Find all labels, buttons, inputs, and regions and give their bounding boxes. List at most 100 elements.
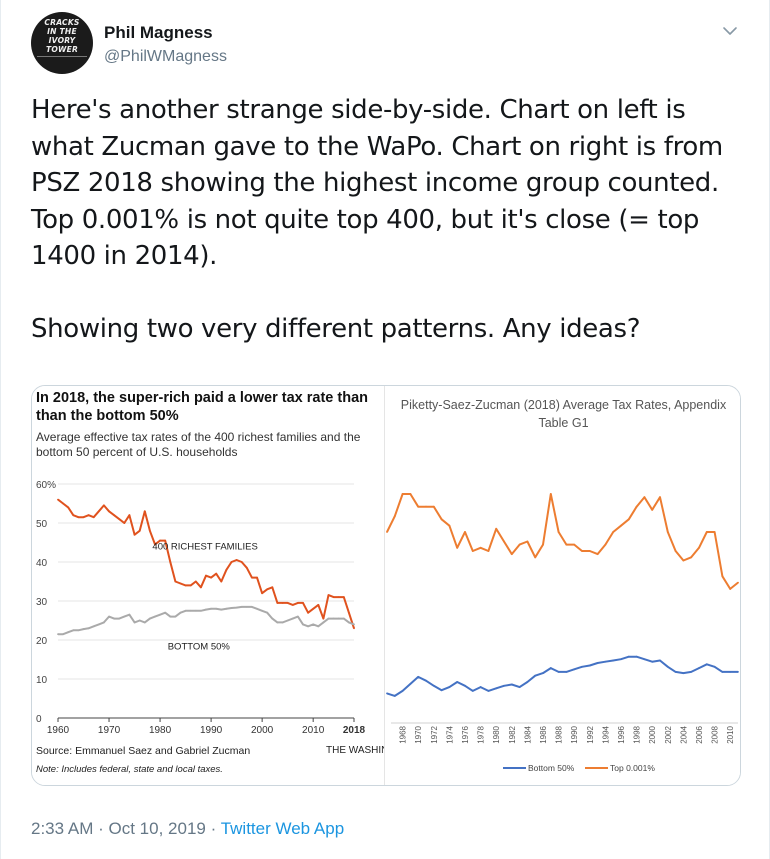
x-tick-label: 1986 xyxy=(539,725,548,743)
legend-label-top-0001: Top 0.001% xyxy=(610,763,655,773)
data-point xyxy=(705,531,708,533)
data-point xyxy=(549,667,552,669)
x-tick-label: 1994 xyxy=(601,725,610,743)
data-point xyxy=(154,543,156,546)
data-point xyxy=(332,596,335,598)
chevron-down-icon[interactable] xyxy=(717,18,743,44)
data-point xyxy=(448,524,451,527)
data-point xyxy=(635,505,638,508)
data-point xyxy=(317,625,320,628)
x-tick-label: 2008 xyxy=(711,725,720,743)
data-point xyxy=(103,621,105,624)
data-point xyxy=(440,689,443,692)
data-point xyxy=(92,516,95,519)
author-name[interactable]: Phil Magness xyxy=(104,23,213,42)
series-label-400-richest: 400 RICHEST FAMILIES xyxy=(152,542,257,553)
data-point xyxy=(296,615,299,618)
tweet-media[interactable]: In 2018, the super-rich paid a lower tax… xyxy=(31,385,741,786)
data-point xyxy=(230,561,233,563)
data-point xyxy=(97,623,100,626)
x-tick-label: 2004 xyxy=(679,725,688,743)
data-point xyxy=(495,527,498,530)
data-point xyxy=(245,566,248,569)
data-point xyxy=(588,664,591,667)
x-tick-label: 1980 xyxy=(149,725,172,736)
series-line-top-0001 xyxy=(386,493,739,590)
x-tick-label: 2000 xyxy=(251,725,274,736)
data-point xyxy=(534,674,537,677)
data-point xyxy=(604,543,607,546)
data-point xyxy=(526,540,529,543)
data-point xyxy=(72,514,75,517)
data-point xyxy=(565,670,568,673)
data-point xyxy=(184,584,187,587)
tweet-timestamp: 2:33 AM · Oct 10, 2019 · Twitter Web App xyxy=(31,819,344,839)
author-handle[interactable]: @PhilWMagness xyxy=(104,48,227,65)
data-point xyxy=(174,580,177,583)
data-point xyxy=(666,531,669,533)
x-tick-label: 2006 xyxy=(695,725,704,743)
data-point xyxy=(409,493,412,495)
x-tick-label: 1960 xyxy=(47,725,70,736)
data-point xyxy=(286,619,289,622)
data-point xyxy=(62,502,65,505)
psz-chart-title: Piketty-Saez-Zucman (2018) Average Tax R… xyxy=(385,396,740,432)
data-point xyxy=(471,550,474,552)
data-point xyxy=(643,658,646,661)
tweet-time[interactable]: 2:33 AM xyxy=(31,819,94,838)
data-point xyxy=(386,531,388,533)
data-point xyxy=(690,670,693,673)
tweet-date[interactable]: Oct 10, 2019 xyxy=(108,819,206,838)
data-point xyxy=(67,506,70,509)
data-point xyxy=(737,581,739,584)
data-point xyxy=(479,686,482,688)
x-tick-label: 1972 xyxy=(430,725,439,743)
data-point xyxy=(682,672,685,675)
data-point xyxy=(565,543,568,546)
tweet-source-app[interactable]: Twitter Web App xyxy=(220,819,345,838)
data-point xyxy=(205,574,207,577)
data-point xyxy=(82,628,85,630)
data-point xyxy=(225,607,228,610)
wapo-chart-source: Source: Emmanuel Saez and Gabriel Zucman xyxy=(36,745,251,757)
data-point xyxy=(57,633,59,636)
data-point xyxy=(713,531,716,533)
timestamp-separator: · xyxy=(98,819,104,838)
data-point xyxy=(596,662,599,664)
data-point xyxy=(103,504,105,507)
series-line-bottom-50 xyxy=(386,655,738,697)
data-point xyxy=(271,617,274,620)
wapo-chart-subtitle-line2: bottom 50 percent of U.S. households xyxy=(36,445,238,459)
data-point xyxy=(721,575,724,578)
data-point xyxy=(666,665,669,668)
data-point xyxy=(210,576,213,579)
data-point xyxy=(464,684,466,687)
x-tick-label: 1998 xyxy=(633,725,642,743)
data-point xyxy=(215,607,218,610)
data-point xyxy=(72,629,75,632)
data-point xyxy=(557,531,560,533)
data-point xyxy=(643,496,646,499)
data-point xyxy=(549,493,552,495)
data-point xyxy=(332,617,335,620)
data-point xyxy=(62,633,65,636)
avatar-underline xyxy=(37,56,87,66)
data-point xyxy=(581,550,583,552)
wapo-chart-title-line2: than the bottom 50% xyxy=(36,408,179,424)
data-point xyxy=(659,496,661,499)
x-tick-label: 1976 xyxy=(461,725,470,743)
data-point xyxy=(87,514,90,517)
psz-chart-title-line1: Piketty-Saez-Zucman (2018) Average Tax R… xyxy=(400,398,727,412)
avatar[interactable]: CRACKS IN THE IVORY TOWER xyxy=(31,12,93,74)
y-tick-label: 30 xyxy=(36,597,48,608)
x-tick-label: 1974 xyxy=(445,725,454,743)
data-point xyxy=(77,516,80,519)
data-point xyxy=(179,582,182,585)
data-point xyxy=(220,580,223,583)
data-point xyxy=(456,546,459,549)
wapo-chart-title-line1: In 2018, the super-rich paid a lower tax… xyxy=(36,390,368,406)
data-point xyxy=(425,505,427,508)
data-point xyxy=(123,522,126,524)
data-point xyxy=(440,518,443,521)
data-point xyxy=(296,602,299,604)
